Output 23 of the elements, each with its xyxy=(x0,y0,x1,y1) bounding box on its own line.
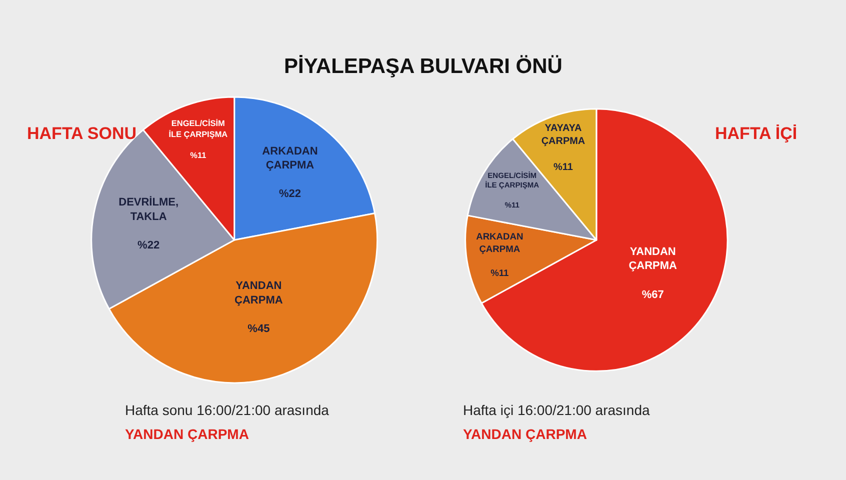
text: Hafta içi 16:00/21:00 arasında xyxy=(463,402,650,418)
text: YANDAN ÇARPMA xyxy=(463,426,587,442)
data-label: %22 xyxy=(138,240,160,252)
text: HAFTA İÇİ xyxy=(715,124,798,143)
slice-label: ARKADAN ÇARPMA xyxy=(262,145,318,172)
data-label: %67 xyxy=(642,288,664,301)
slice-label: YANDAN ÇARPMA xyxy=(234,280,283,307)
data-label: %11 xyxy=(490,268,509,278)
slice-label: YANDAN ÇARPMA xyxy=(628,246,678,272)
slice-label: ENGEL/CİSİM İLE ÇARPIŞMA xyxy=(485,170,540,190)
data-label: %11 xyxy=(190,151,207,160)
slice-label: YAYAYA ÇARPMA xyxy=(541,123,586,148)
text: YANDAN ÇARPMA xyxy=(125,426,249,442)
slice-label: DEVRİLME, TAKLA xyxy=(118,196,179,223)
slice-label: ARKADAN ÇARPMA xyxy=(476,232,524,254)
data-label: %45 xyxy=(248,323,270,336)
data-label: %22 xyxy=(278,188,301,200)
text: HAFTA SONU xyxy=(27,124,137,143)
text: Hafta sonu 16:00/21:00 arasında xyxy=(125,402,330,418)
data-label: %11 xyxy=(554,162,574,174)
slice-label: ENGEL/CİSİM İLE ÇARPIŞMA xyxy=(168,118,228,139)
text: PİYALEPAŞA BULVARI ÖNÜ xyxy=(284,55,562,78)
data-label: %11 xyxy=(504,200,520,210)
